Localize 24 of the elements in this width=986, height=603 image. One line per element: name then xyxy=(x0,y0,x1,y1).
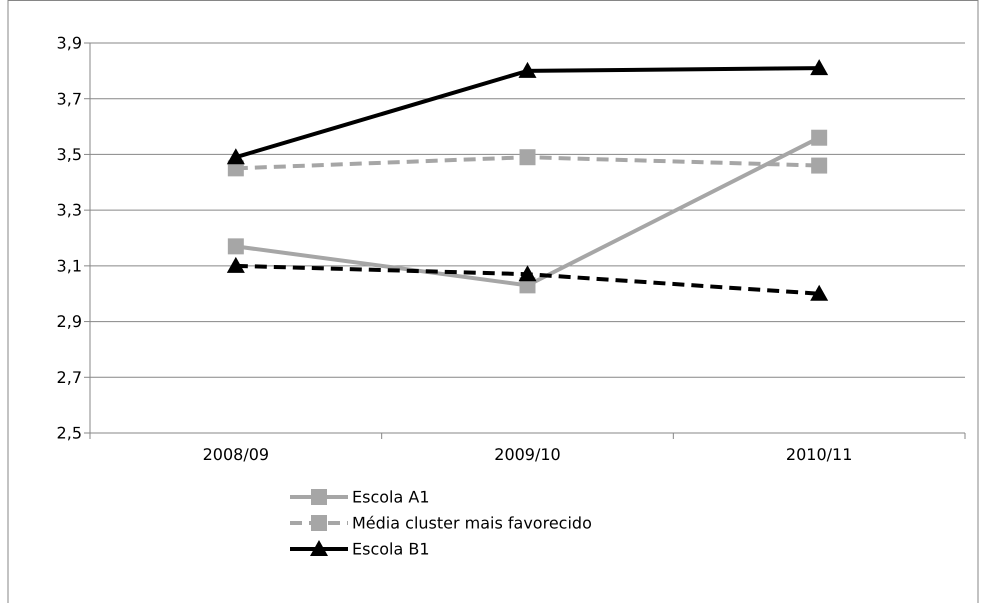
point xyxy=(518,62,536,78)
point xyxy=(226,256,245,273)
y-tick-label: 2,5 xyxy=(56,424,82,443)
point xyxy=(811,130,828,146)
point xyxy=(228,238,244,254)
point xyxy=(520,149,536,166)
x-tick-label: 2010/11 xyxy=(786,444,852,464)
point xyxy=(811,158,828,174)
y-tick-label: 2,7 xyxy=(56,368,82,387)
y-tick-label: 2,9 xyxy=(56,312,82,332)
x-tick-label: 2009/10 xyxy=(494,444,561,464)
legend-label: Escola B1 xyxy=(352,540,430,559)
point xyxy=(518,265,536,282)
legend-label: Escola A1 xyxy=(352,488,430,507)
y-tick-label: 3,3 xyxy=(56,200,82,220)
y-tick-label: 3,1 xyxy=(56,256,82,276)
point xyxy=(810,59,828,76)
y-tick-label: 3,5 xyxy=(56,145,82,164)
point xyxy=(810,284,828,301)
x-tick-label: 2008/09 xyxy=(202,444,270,464)
y-tick-label: 3,9 xyxy=(56,34,82,53)
legend-label: Média cluster mais favorecido xyxy=(352,514,592,533)
y-tick-label: 3,7 xyxy=(56,89,82,108)
point xyxy=(226,148,245,164)
